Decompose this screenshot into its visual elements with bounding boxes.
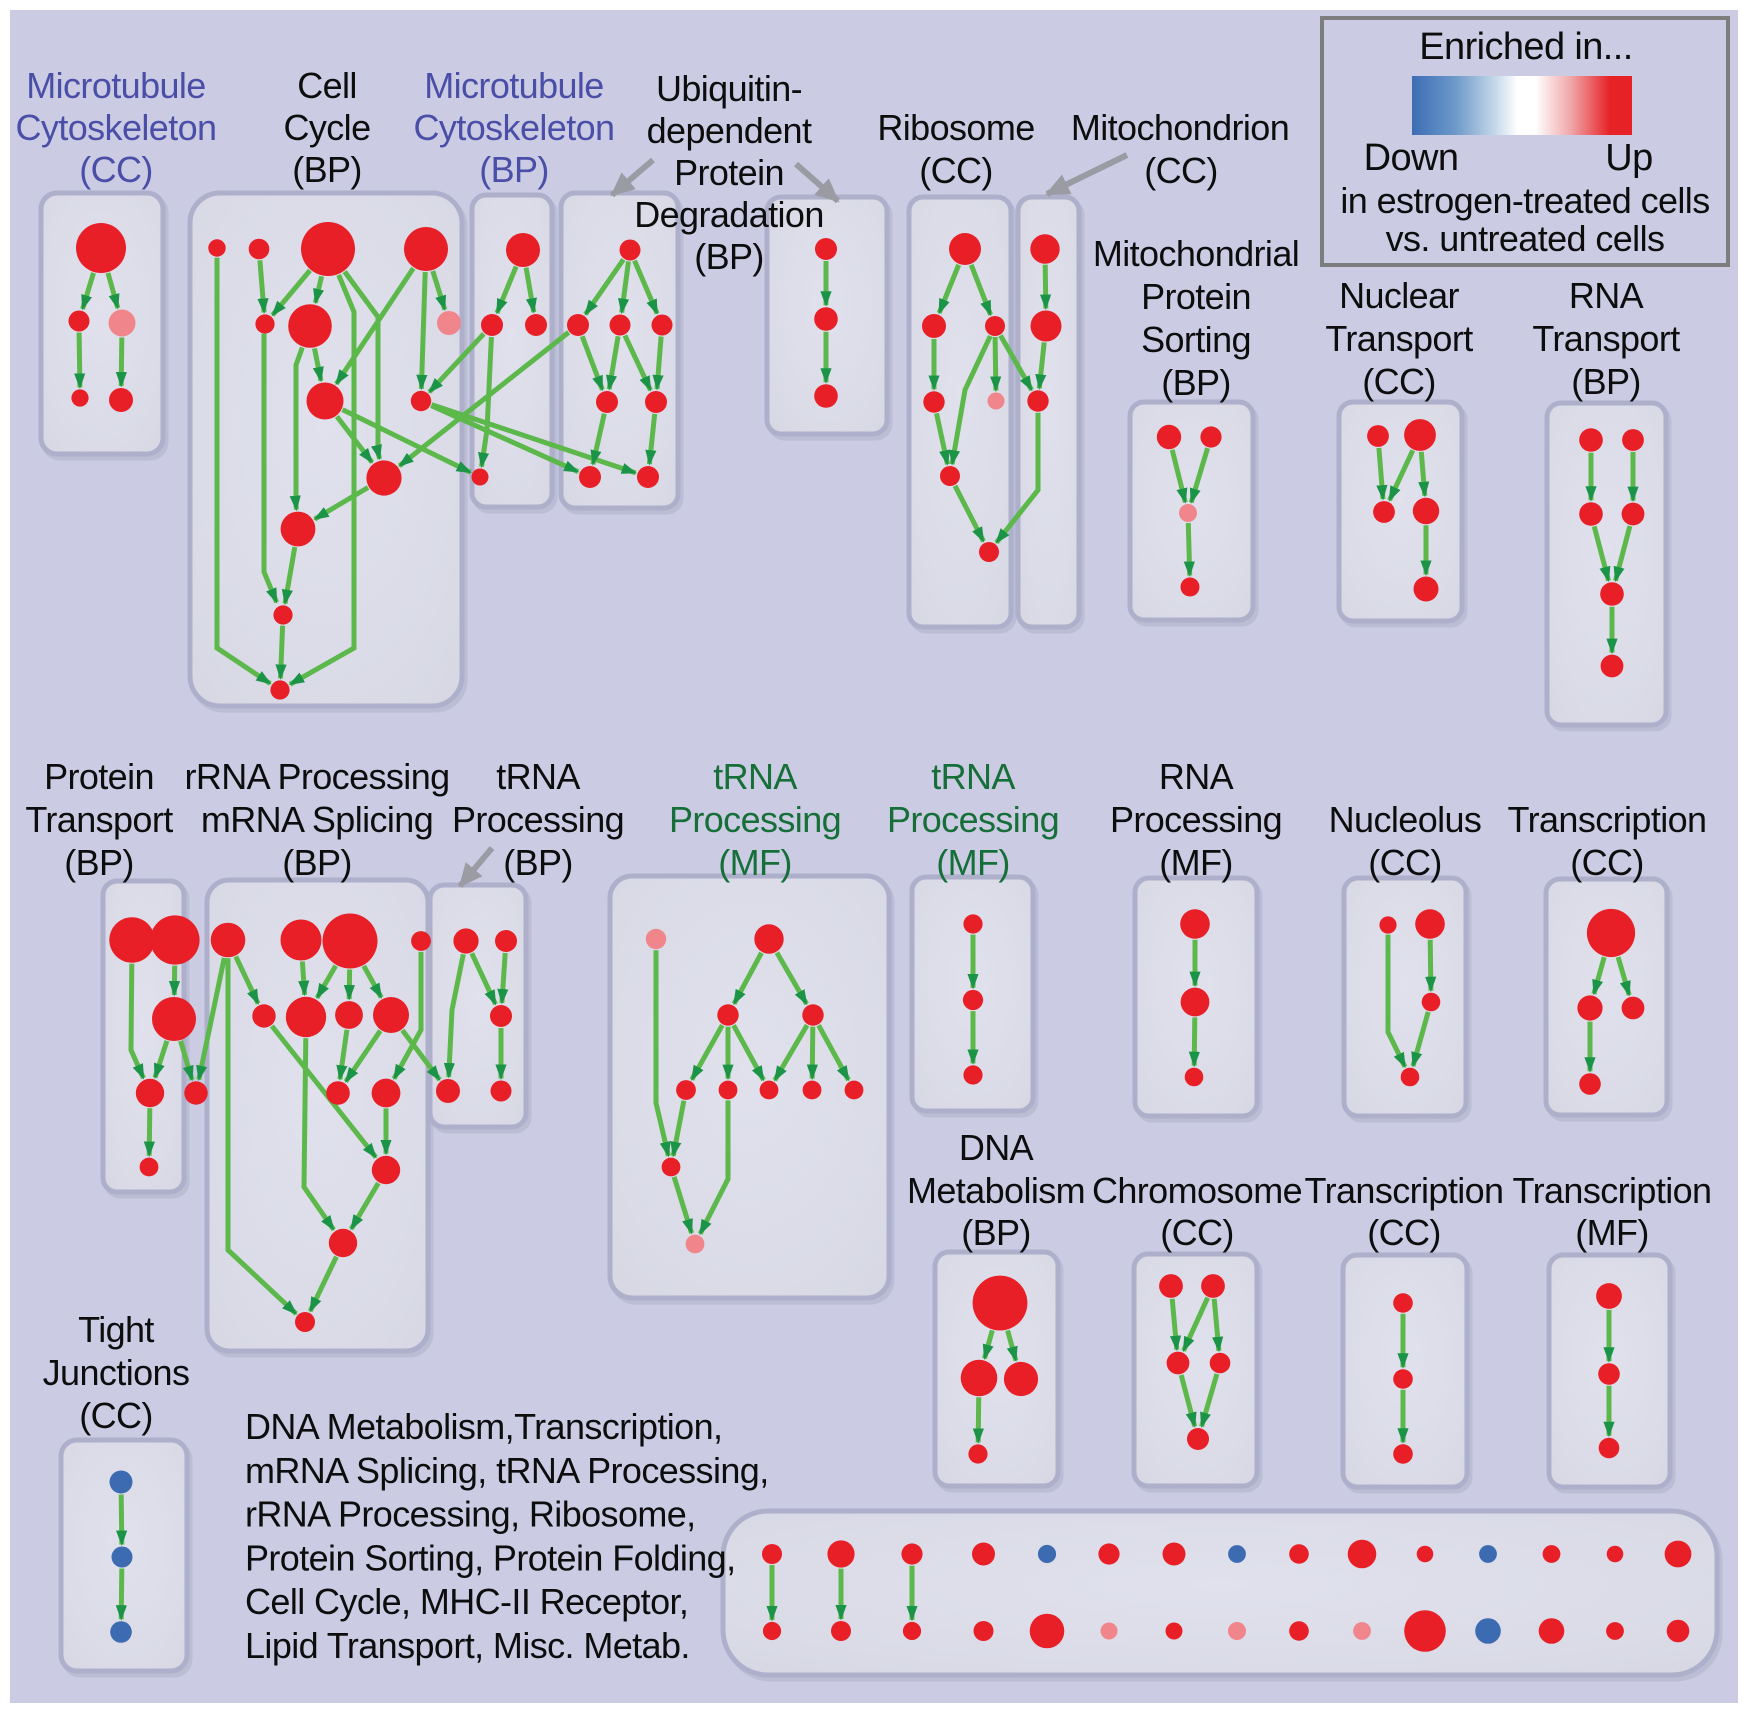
svg-text:Mitochondrial: Mitochondrial xyxy=(1093,233,1299,274)
svg-text:Transcription: Transcription xyxy=(1305,1170,1504,1211)
svg-text:Protein: Protein xyxy=(674,152,784,193)
svg-text:(BP): (BP) xyxy=(64,842,134,883)
svg-text:(CC): (CC) xyxy=(1144,150,1218,191)
svg-text:(CC): (CC) xyxy=(79,1395,153,1436)
svg-text:Cycle: Cycle xyxy=(283,107,370,148)
svg-text:Ribosome: Ribosome xyxy=(877,107,1034,148)
svg-text:Transcription: Transcription xyxy=(1513,1170,1712,1211)
svg-text:(BP): (BP) xyxy=(479,149,549,190)
svg-text:(BP): (BP) xyxy=(292,149,362,190)
svg-text:(CC): (CC) xyxy=(1368,842,1442,883)
svg-text:Cytoskeleton: Cytoskeleton xyxy=(16,107,217,148)
svg-text:Microtubule: Microtubule xyxy=(424,65,603,106)
svg-text:Down: Down xyxy=(1364,137,1459,179)
svg-text:Transcription: Transcription xyxy=(1508,799,1707,840)
svg-text:Lipid Transport, Misc. Metab.: Lipid Transport, Misc. Metab. xyxy=(245,1625,690,1666)
svg-text:Transport: Transport xyxy=(1532,318,1680,359)
svg-text:tRNA: tRNA xyxy=(931,756,1015,797)
svg-text:Up: Up xyxy=(1605,137,1652,179)
svg-text:rRNA Processing: rRNA Processing xyxy=(184,756,449,797)
svg-text:(CC): (CC) xyxy=(1160,1212,1234,1253)
svg-text:(CC): (CC) xyxy=(1367,1212,1441,1253)
svg-text:(BP): (BP) xyxy=(961,1212,1031,1253)
svg-text:tRNA: tRNA xyxy=(496,756,580,797)
svg-text:Cell: Cell xyxy=(297,65,357,106)
svg-text:(CC): (CC) xyxy=(79,149,153,190)
svg-text:Microtubule: Microtubule xyxy=(26,65,205,106)
svg-text:DNA Metabolism,Transcription,: DNA Metabolism,Transcription, xyxy=(245,1406,722,1447)
svg-text:(MF): (MF) xyxy=(1575,1212,1649,1253)
svg-text:(CC): (CC) xyxy=(1362,361,1436,402)
svg-text:in estrogen-treated cells: in estrogen-treated cells xyxy=(1340,180,1709,221)
svg-text:(MF): (MF) xyxy=(718,842,792,883)
svg-text:RNA: RNA xyxy=(1569,275,1644,316)
svg-text:Protein: Protein xyxy=(1141,276,1251,317)
svg-text:Processing: Processing xyxy=(452,799,624,840)
svg-text:mRNA Splicing: mRNA Splicing xyxy=(201,799,433,840)
svg-text:Cell Cycle, MHC-II Receptor,: Cell Cycle, MHC-II Receptor, xyxy=(245,1581,688,1622)
svg-text:Mitochondrion: Mitochondrion xyxy=(1071,107,1289,148)
svg-text:dependent: dependent xyxy=(647,110,812,151)
svg-text:Processing: Processing xyxy=(669,799,841,840)
svg-text:rRNA Processing, Ribosome,: rRNA Processing, Ribosome, xyxy=(245,1494,696,1535)
svg-text:(BP): (BP) xyxy=(694,236,764,277)
svg-text:Ubiquitin-: Ubiquitin- xyxy=(656,68,802,109)
svg-text:Processing: Processing xyxy=(887,799,1059,840)
svg-text:Sorting: Sorting xyxy=(1141,319,1251,360)
svg-text:Cytoskeleton: Cytoskeleton xyxy=(414,107,615,148)
svg-text:Metabolism: Metabolism xyxy=(907,1170,1085,1211)
svg-text:(BP): (BP) xyxy=(1571,361,1641,402)
svg-text:Junctions: Junctions xyxy=(43,1352,190,1393)
svg-text:(BP): (BP) xyxy=(282,842,352,883)
svg-text:Transport: Transport xyxy=(1325,318,1473,359)
svg-text:RNA: RNA xyxy=(1159,756,1234,797)
svg-text:mRNA Splicing, tRNA Processing: mRNA Splicing, tRNA Processing, xyxy=(245,1450,769,1491)
svg-text:Degradation: Degradation xyxy=(634,194,824,235)
svg-text:(BP): (BP) xyxy=(1161,362,1231,403)
svg-text:Tight: Tight xyxy=(78,1309,154,1350)
svg-text:Enriched in...: Enriched in... xyxy=(1419,26,1632,68)
svg-text:Nucleolus: Nucleolus xyxy=(1329,799,1482,840)
svg-text:Chromosome: Chromosome xyxy=(1092,1170,1302,1211)
svg-text:(MF): (MF) xyxy=(1159,842,1233,883)
svg-text:Protein Sorting, Protein Foldi: Protein Sorting, Protein Folding, xyxy=(245,1537,735,1578)
svg-text:Nuclear: Nuclear xyxy=(1339,275,1459,316)
svg-text:Protein: Protein xyxy=(44,756,154,797)
svg-text:vs. untreated cells: vs. untreated cells xyxy=(1386,218,1665,259)
svg-text:(CC): (CC) xyxy=(1570,842,1644,883)
svg-text:(MF): (MF) xyxy=(936,842,1010,883)
svg-text:tRNA: tRNA xyxy=(713,756,797,797)
svg-text:Transport: Transport xyxy=(25,799,173,840)
svg-text:DNA: DNA xyxy=(959,1127,1034,1168)
svg-text:(BP): (BP) xyxy=(503,842,573,883)
svg-text:Processing: Processing xyxy=(1110,799,1282,840)
svg-text:(CC): (CC) xyxy=(919,150,993,191)
